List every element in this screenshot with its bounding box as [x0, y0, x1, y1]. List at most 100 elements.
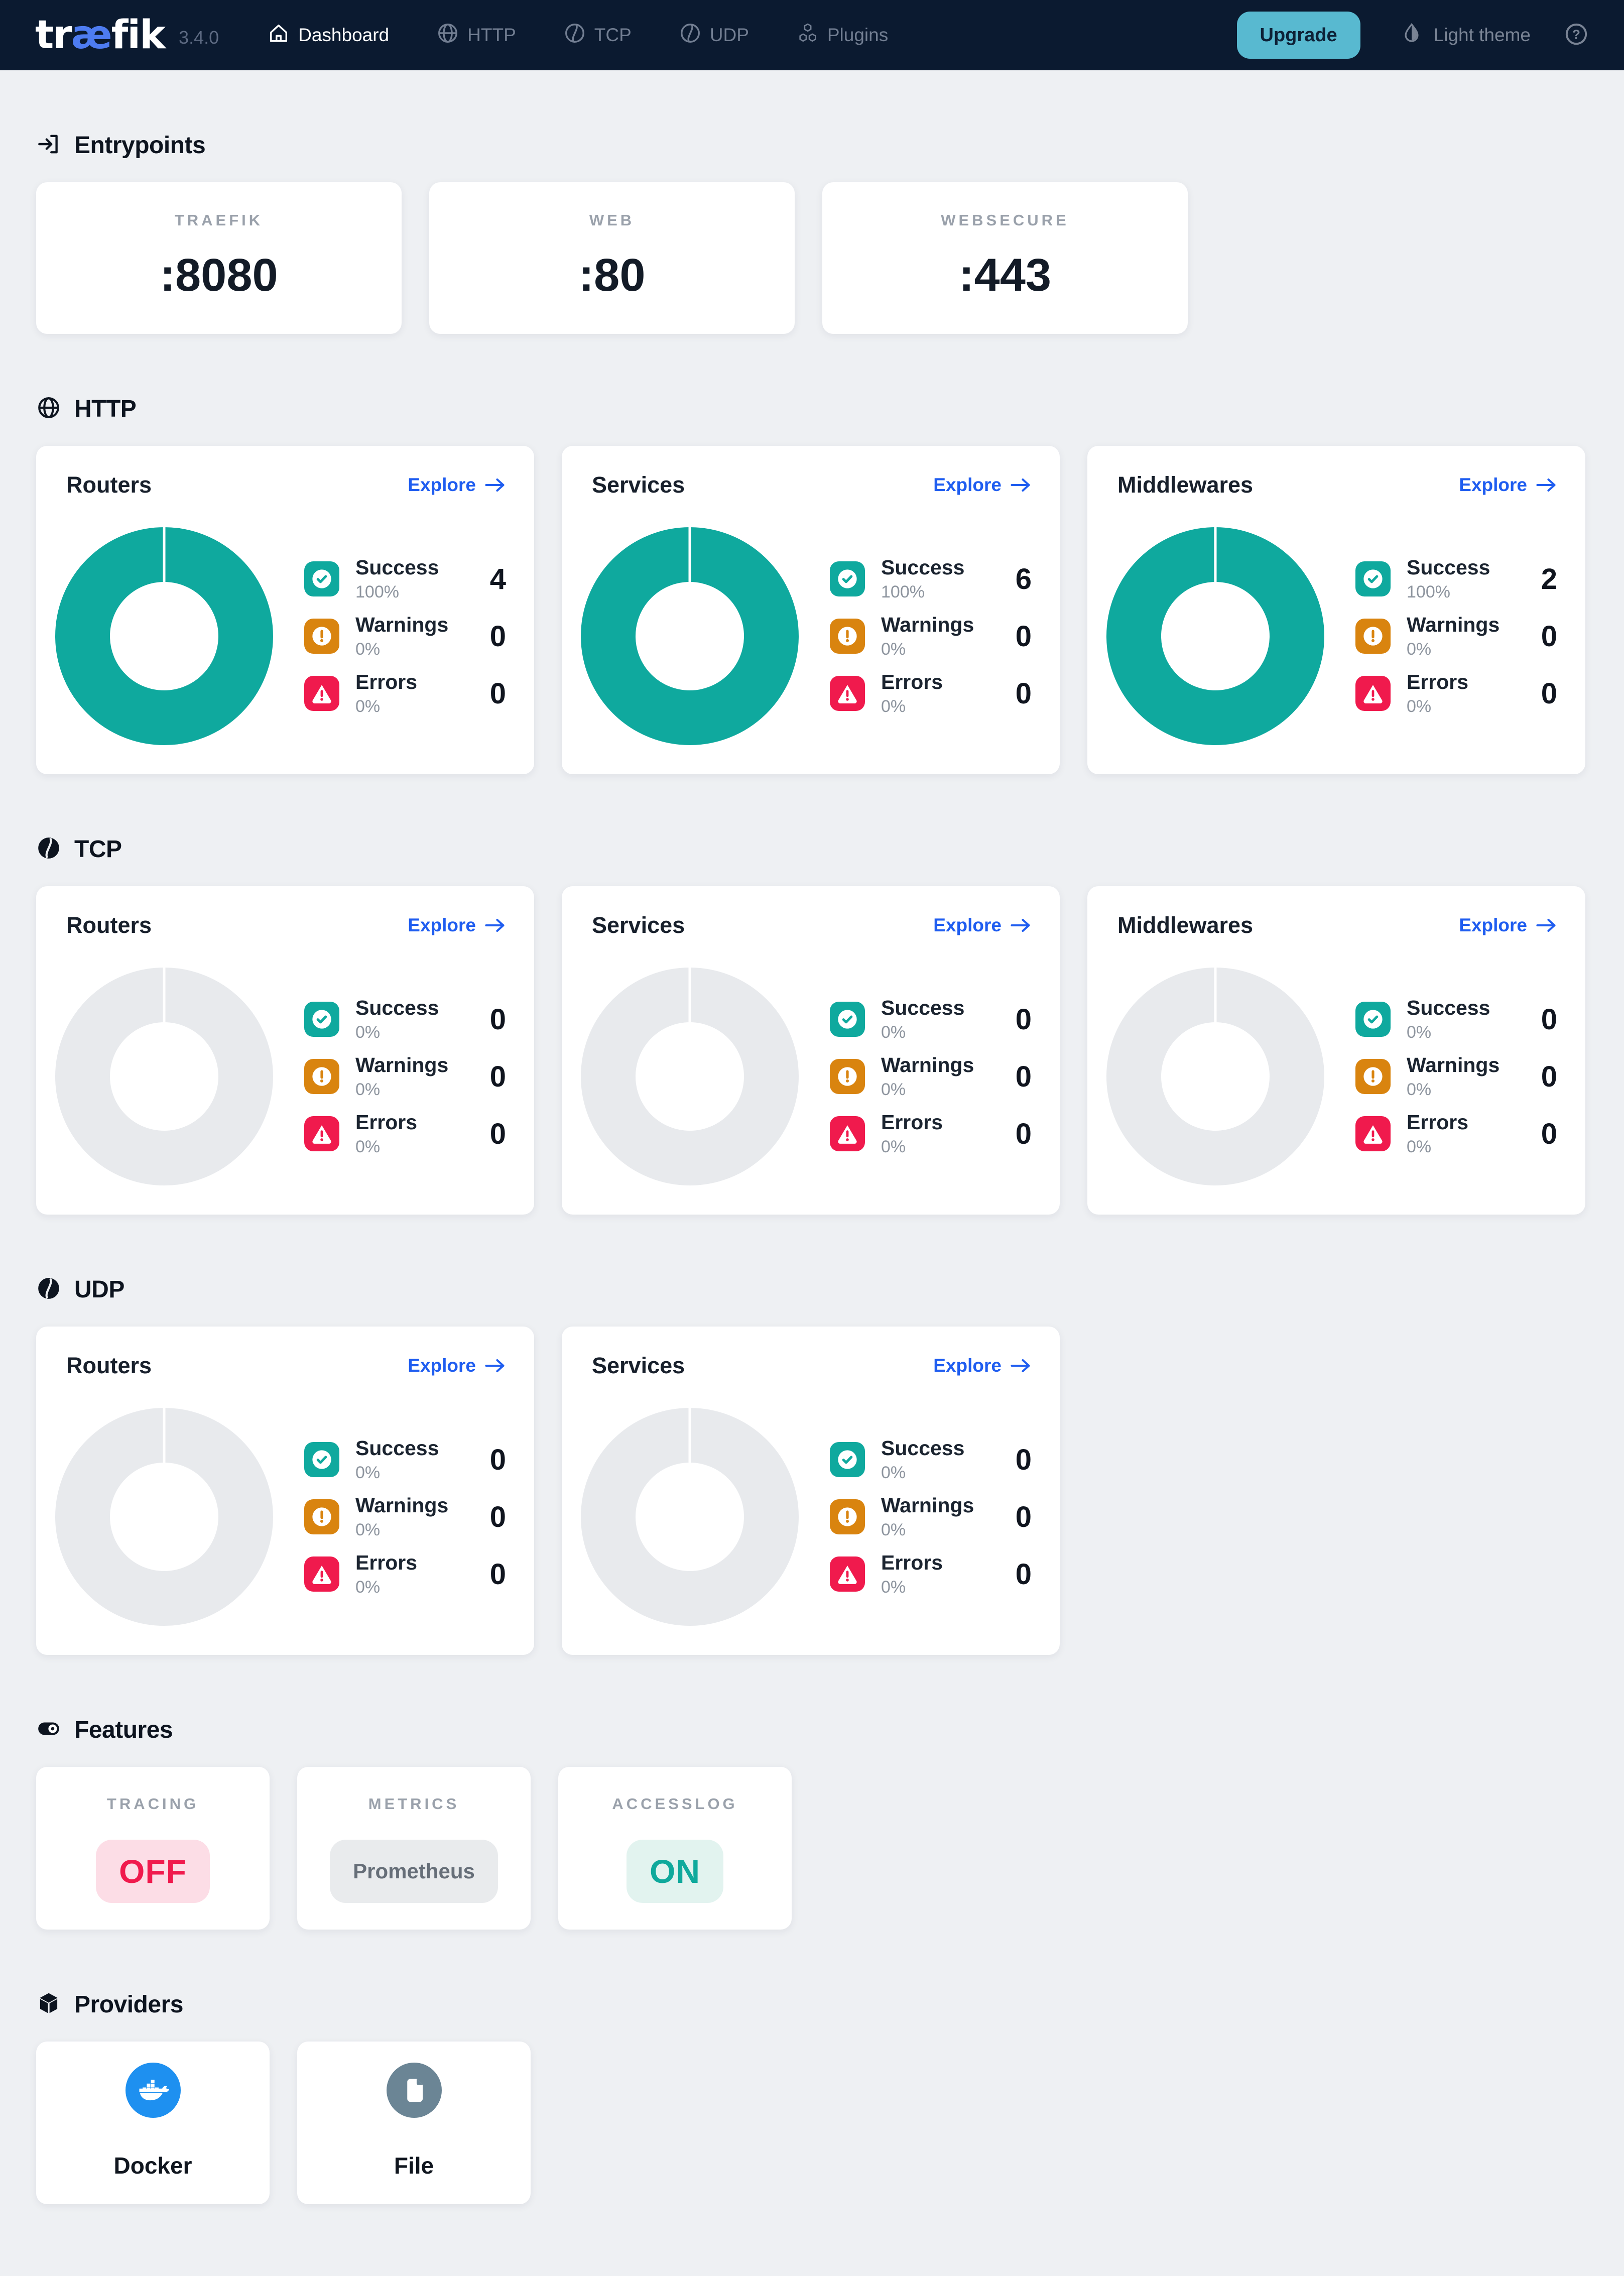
nav-item-udp[interactable]: UDP [679, 22, 749, 49]
globe-icon [36, 395, 61, 423]
legend-value: 0 [489, 1443, 506, 1476]
success-icon [1355, 561, 1391, 596]
donut-chart [1106, 527, 1324, 745]
legend-value: 0 [1015, 677, 1032, 710]
navbar-right: Upgrade Light theme ? [1236, 12, 1589, 59]
legend-value: 0 [1015, 1443, 1032, 1476]
udp-services-card: Services Explore Success 0% 0 Warnings 0% [562, 1327, 1060, 1655]
error-icon [830, 676, 865, 711]
legend-label: Success [881, 996, 965, 1019]
legend-value: 0 [1541, 1117, 1557, 1150]
success-icon [304, 1002, 339, 1037]
nav-item-http[interactable]: HTTP [436, 22, 516, 49]
donut-chart [55, 968, 273, 1185]
card-title: Services [592, 1353, 685, 1378]
entrypoint-card-traefik: TRAEFIK :8080 [36, 182, 402, 334]
legend-label: Errors [1407, 1111, 1469, 1134]
legend-value: 4 [489, 562, 506, 595]
nav-item-tcp[interactable]: TCP [563, 22, 632, 49]
explore-link[interactable]: Explore [933, 1355, 1032, 1376]
legend-row-warnings: Warnings 0% 0 [830, 1494, 1032, 1540]
explore-link[interactable]: Explore [1459, 474, 1557, 496]
success-icon [304, 561, 339, 596]
legend-percent: 0% [881, 640, 906, 659]
legend-label: Warnings [881, 613, 974, 636]
legend-percent: 0% [1407, 1137, 1432, 1156]
explore-label: Explore [1459, 474, 1527, 495]
donut-chart [581, 1408, 799, 1626]
http-middlewares-card: Middlewares Explore Success 100% 2 Warni [1087, 446, 1585, 774]
legend-row-success: Success 0% 0 [830, 996, 1032, 1042]
provider-card-file: File [297, 2042, 531, 2204]
legend-label: Errors [881, 670, 943, 693]
http-routers-card: Routers Explore Success 100% 4 Warnings 0 [36, 446, 534, 774]
legend-row-success: Success 100% 2 [1355, 556, 1557, 602]
tcp-middlewares-card: Middlewares Explore Success 0% 0 Warning [1087, 886, 1585, 1215]
legend-label: Success [355, 1436, 439, 1460]
legend-value: 0 [489, 1500, 506, 1533]
explore-link[interactable]: Explore [408, 915, 506, 936]
legend-percent: 0% [881, 1023, 906, 1042]
legend-row-warnings: Warnings 0% 0 [1355, 613, 1557, 659]
legend: Success 0% 0 Warnings 0% 0 Errors 0% 0 [304, 996, 506, 1157]
legend: Success 0% 0 Warnings 0% 0 Errors 0% 0 [830, 1436, 1032, 1597]
nav-item-label: HTTP [467, 25, 516, 45]
entrypoint-card-websecure: WEBSECURE :443 [822, 182, 1188, 334]
explore-link[interactable]: Explore [933, 915, 1032, 936]
nav-item-dashboard[interactable]: Dashboard [267, 22, 389, 49]
upgrade-button[interactable]: Upgrade [1236, 12, 1360, 59]
legend-percent: 0% [355, 1137, 381, 1156]
help-button[interactable]: ? [1564, 22, 1589, 49]
http-cards: Routers Explore Success 100% 4 Warnings 0 [36, 446, 1588, 774]
help-icon: ? [1564, 22, 1589, 49]
theme-toggle[interactable]: Light theme [1401, 22, 1531, 49]
legend: Success 100% 4 Warnings 0% 0 Errors 0% 0 [304, 556, 506, 716]
feature-status-badge: ON [627, 1840, 723, 1903]
arrow-right-icon [1536, 478, 1556, 492]
legend-label: Errors [355, 1111, 418, 1134]
section-features: Features TRACING OFF METRICS Prometheus … [36, 1716, 1588, 1930]
warning-icon [304, 1499, 339, 1534]
toggle-icon [36, 1716, 61, 1744]
explore-link[interactable]: Explore [408, 474, 506, 496]
legend-label: Errors [881, 1551, 943, 1574]
entrypoint-card-web: WEB :80 [429, 182, 795, 334]
explore-link[interactable]: Explore [1459, 915, 1557, 936]
navbar: træfik 3.4.0 Dashboard HTTP TCP UDP Plug… [0, 0, 1624, 70]
legend: Success 0% 0 Warnings 0% 0 Errors 0% 0 [1355, 996, 1557, 1157]
udp-cards: Routers Explore Success 0% 0 Warnings 0% [36, 1327, 1588, 1655]
donut-chart [581, 968, 799, 1185]
legend-value: 0 [1015, 1060, 1032, 1093]
section-title: UDP [74, 1276, 124, 1303]
legend-percent: 100% [355, 582, 399, 602]
feature-name: ACCESSLOG [612, 1795, 738, 1813]
tcp-cards: Routers Explore Success 0% 0 Warnings 0% [36, 886, 1588, 1215]
explore-link[interactable]: Explore [933, 474, 1032, 496]
donut-chart [581, 527, 799, 745]
section-providers: Providers Docker File [36, 1991, 1588, 2204]
legend-row-errors: Errors 0% 0 [304, 1551, 506, 1597]
card-title: Services [592, 472, 685, 498]
theme-toggle-label: Light theme [1433, 25, 1531, 45]
explore-link[interactable]: Explore [408, 1355, 506, 1376]
entrypoint-port: :443 [958, 249, 1052, 301]
explore-label: Explore [933, 1355, 1002, 1376]
legend-percent: 0% [355, 1463, 381, 1482]
feature-card-tracing: TRACING OFF [36, 1767, 270, 1930]
entrypoint-arrow-icon [36, 132, 61, 159]
legend-label: Success [355, 556, 439, 579]
section-udp: UDP Routers Explore Success 0% 0 [36, 1276, 1588, 1655]
nav-item-plugins[interactable]: Plugins [796, 22, 888, 49]
entrypoints-cards: TRAEFIK :8080 WEB :80 WEBSECURE :443 [36, 182, 1588, 334]
legend-label: Errors [355, 670, 418, 693]
tcp-ball-icon [563, 22, 586, 49]
section-title: Providers [74, 1991, 183, 2018]
nav-item-label: Plugins [827, 25, 889, 45]
success-icon [830, 1442, 865, 1477]
legend-percent: 0% [355, 1023, 381, 1042]
entrypoint-name: WEB [589, 211, 635, 229]
legend-row-errors: Errors 0% 0 [1355, 670, 1557, 716]
legend-label: Warnings [881, 1053, 974, 1076]
explore-label: Explore [408, 474, 476, 495]
legend-row-errors: Errors 0% 0 [830, 670, 1032, 716]
